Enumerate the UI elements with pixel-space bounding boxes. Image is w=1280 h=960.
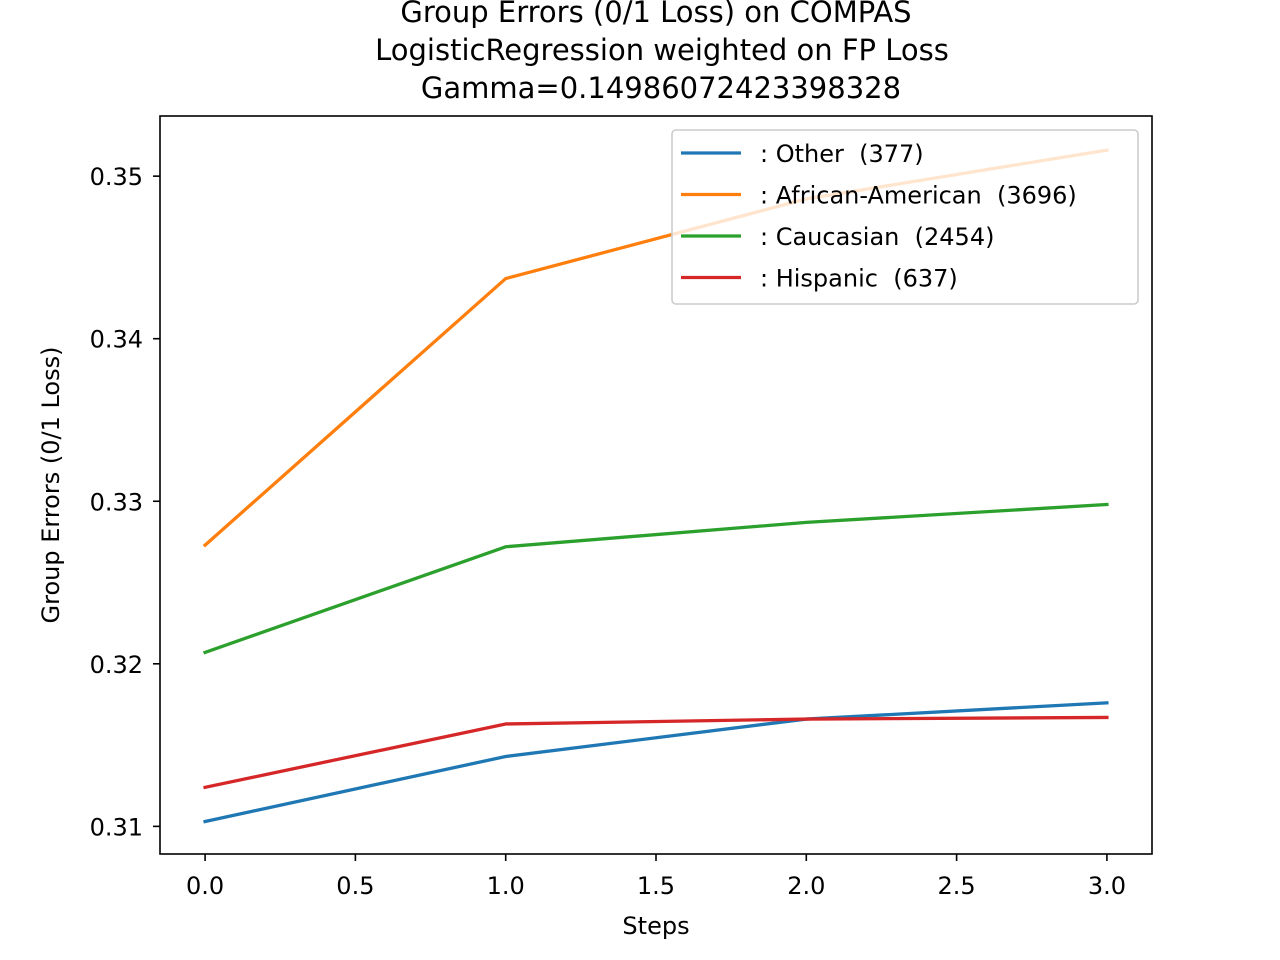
series-line-3 xyxy=(203,715,1109,790)
x-tick-label: 2.5 xyxy=(938,872,976,900)
legend-box xyxy=(671,129,1139,305)
y-axis-ticks: 0.31 0.32 0.33 0.34 0.35 xyxy=(90,163,160,841)
legend-label-2: : Caucasian (2454) xyxy=(760,223,994,251)
x-tick-label: 0.5 xyxy=(336,872,374,900)
x-tick-label: 2.0 xyxy=(787,872,825,900)
y-tick-label: 0.32 xyxy=(90,651,143,679)
series-layer xyxy=(202,148,1109,824)
legend-label-3: : Hispanic (637) xyxy=(760,265,958,293)
series-line-2 xyxy=(202,502,1109,655)
legend: : Other (377) : African-American (3696) : … xyxy=(671,129,1139,305)
x-axis-ticks: 0.0 0.5 1.0 1.5 2.0 2.5 3.0 xyxy=(186,854,1126,900)
x-tick-label: 1.0 xyxy=(487,872,525,900)
legend-label-1: : African-American (3696) xyxy=(760,182,1077,210)
chart-title-line-2: LogisticRegression weighted on FP Loss xyxy=(375,33,949,67)
series-line-0 xyxy=(203,701,1109,824)
chart-title-line-3: Gamma=0.14986072423398328 xyxy=(421,71,901,105)
y-tick-label: 0.33 xyxy=(90,488,143,516)
y-tick-label: 0.34 xyxy=(90,326,143,354)
y-axis-label: Group Errors (0/1 Loss) xyxy=(37,347,65,624)
x-tick-label: 0.0 xyxy=(186,872,224,900)
legend-label-0: : Other (377) xyxy=(760,140,924,168)
x-tick-label: 1.5 xyxy=(637,872,675,900)
y-tick-label: 0.35 xyxy=(90,163,143,191)
y-tick-label: 0.31 xyxy=(90,813,143,841)
chart-title-line-1: Group Errors (0/1 Loss) on COMPAS xyxy=(400,0,911,29)
x-tick-label: 3.0 xyxy=(1088,872,1126,900)
x-axis-label: Steps xyxy=(622,912,689,940)
